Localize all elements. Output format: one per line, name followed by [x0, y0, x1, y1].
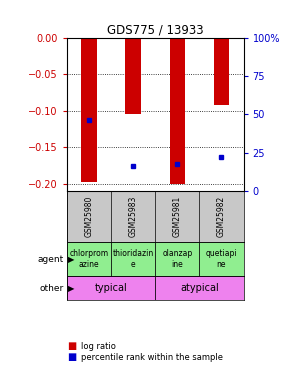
Bar — [155, 276, 244, 300]
Bar — [200, 242, 244, 276]
Text: percentile rank within the sample: percentile rank within the sample — [81, 353, 223, 362]
Title: GDS775 / 13933: GDS775 / 13933 — [107, 23, 204, 36]
Text: GSM25982: GSM25982 — [217, 196, 226, 237]
Text: ▶: ▶ — [68, 284, 75, 292]
Text: thioridazin
e: thioridazin e — [113, 249, 154, 269]
Bar — [81, 38, 97, 182]
Text: agent: agent — [37, 255, 64, 264]
Text: GSM25981: GSM25981 — [173, 196, 182, 237]
Text: log ratio: log ratio — [81, 342, 116, 351]
Text: ▶: ▶ — [68, 255, 75, 264]
Text: GSM25980: GSM25980 — [84, 196, 93, 237]
Bar — [125, 38, 141, 114]
Text: chlorprom
azine: chlorprom azine — [69, 249, 108, 269]
Text: typical: typical — [95, 283, 127, 293]
Bar — [67, 242, 111, 276]
Bar — [111, 242, 155, 276]
Text: GSM25983: GSM25983 — [128, 196, 137, 237]
Text: other: other — [39, 284, 64, 292]
Text: olanzap
ine: olanzap ine — [162, 249, 192, 269]
Text: quetiapi
ne: quetiapi ne — [206, 249, 237, 269]
Text: atypical: atypical — [180, 283, 219, 293]
Bar — [155, 242, 199, 276]
Bar — [214, 38, 229, 105]
Text: ■: ■ — [67, 352, 76, 362]
Bar — [170, 38, 185, 184]
Bar — [67, 276, 155, 300]
Text: ■: ■ — [67, 340, 76, 351]
